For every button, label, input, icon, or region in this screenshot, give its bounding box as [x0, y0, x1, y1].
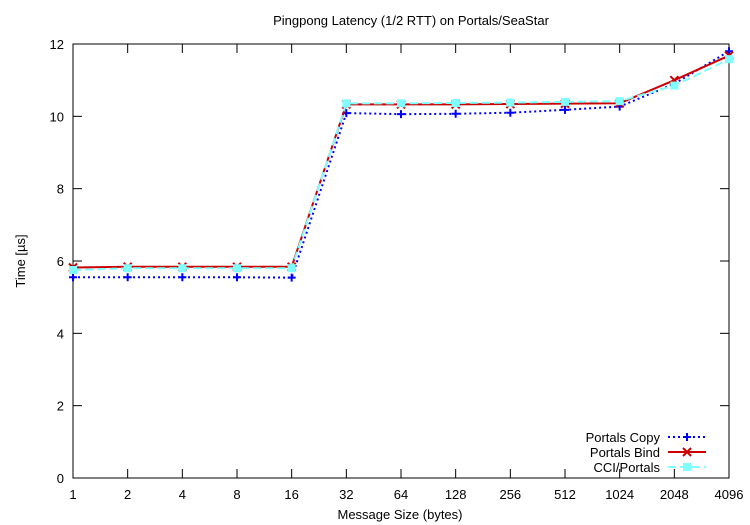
data-point	[506, 108, 515, 117]
data-point	[287, 264, 296, 273]
x-tick-label: 8	[233, 487, 240, 502]
x-tick-label: 128	[445, 487, 467, 502]
data-point	[615, 97, 624, 106]
data-point	[178, 273, 187, 282]
x-tick-label: 512	[554, 487, 576, 502]
legend-marker	[683, 433, 691, 441]
series-layer	[68, 47, 734, 282]
data-point	[451, 98, 460, 107]
x-tick-label: 2048	[660, 487, 689, 502]
x-tick-label: 4	[179, 487, 186, 502]
legend-item: Portals Copy	[586, 430, 706, 445]
x-tick-label: 32	[339, 487, 353, 502]
y-tick-label: 6	[57, 254, 64, 269]
series-1	[68, 50, 734, 273]
data-point	[506, 98, 515, 107]
data-point	[69, 266, 77, 275]
plot-frame	[72, 43, 730, 479]
legend-label: CCI/Portals	[594, 460, 661, 475]
legend-item: Portals Bind	[590, 445, 706, 460]
data-point	[123, 264, 132, 273]
legend-label: Portals Copy	[586, 430, 661, 445]
y-tick-label: 2	[57, 399, 64, 414]
y-tick-label: 12	[50, 37, 64, 52]
data-point	[670, 81, 679, 90]
legend-marker	[682, 447, 692, 457]
y-axis-label: Time [µs]	[13, 234, 28, 287]
data-point	[69, 273, 77, 282]
data-point	[397, 110, 405, 119]
series-line	[72, 54, 730, 269]
legend-label: Portals Bind	[590, 445, 660, 460]
legend-marker	[683, 463, 691, 471]
data-point	[123, 273, 132, 282]
chart-title: Pingpong Latency (1/2 RTT) on Portals/Se…	[273, 13, 549, 28]
series-2	[69, 55, 733, 275]
y-tick-label: 0	[57, 471, 64, 486]
data-point	[561, 97, 569, 106]
data-point	[725, 47, 733, 56]
series-line	[73, 50, 730, 279]
series-0	[69, 47, 733, 282]
x-tick-label: 1	[69, 487, 76, 502]
x-tick-label: 64	[394, 487, 408, 502]
y-tick-label: 8	[57, 182, 64, 197]
data-point	[342, 99, 351, 108]
y-tick-label: 4	[57, 326, 64, 341]
data-point	[233, 273, 241, 282]
data-point	[233, 264, 241, 273]
data-point	[451, 109, 460, 118]
data-point	[287, 273, 296, 282]
y-tick-label: 10	[50, 109, 64, 124]
data-point	[397, 99, 405, 108]
x-tick-label: 16	[284, 487, 298, 502]
data-point	[561, 105, 569, 114]
y-axis: 0 2 4 6 8 10 12	[50, 37, 729, 486]
x-tick-label: 4096	[715, 487, 744, 502]
data-point	[178, 264, 187, 273]
x-tick-label: 1024	[605, 487, 634, 502]
x-tick-label: 256	[499, 487, 521, 502]
series-line	[72, 58, 730, 272]
x-axis-label: Message Size (bytes)	[338, 507, 463, 522]
x-tick-label: 2	[124, 487, 131, 502]
legend-item: CCI/Portals	[594, 460, 706, 475]
x-axis: 1 2 4 8 16 32 64 128 256 512 1024 2048 4096	[69, 44, 743, 502]
data-point	[725, 55, 733, 64]
